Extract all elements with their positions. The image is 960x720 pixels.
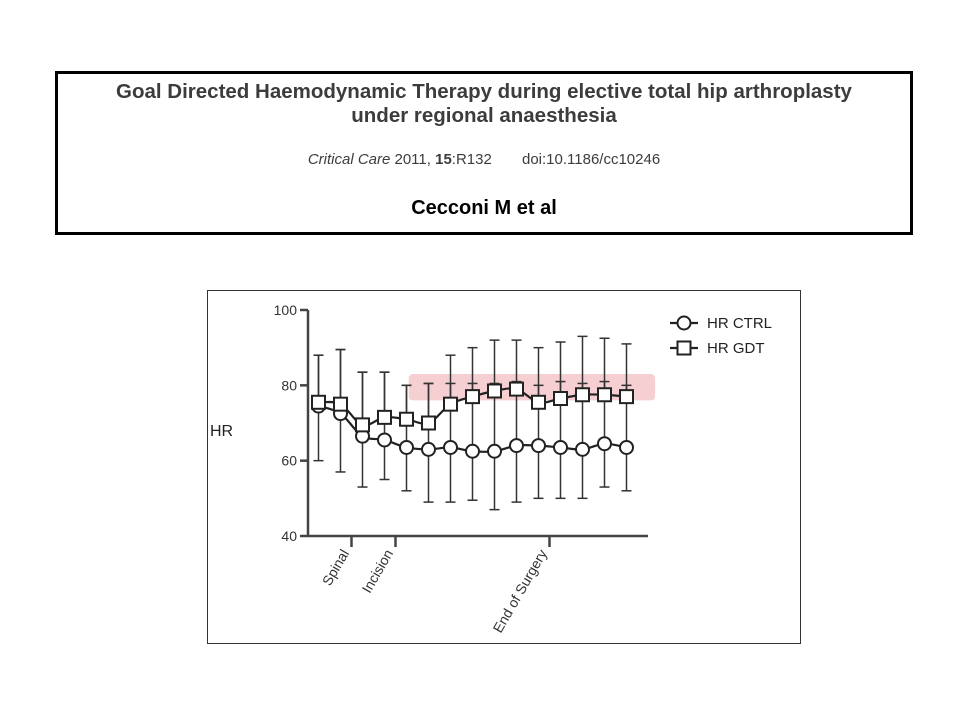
y-tick-label: 80 bbox=[281, 377, 297, 393]
hr-ctrl-point bbox=[531, 438, 546, 454]
paper-title: Goal Directed Haemodynamic Therapy durin… bbox=[58, 80, 910, 128]
hr-gdt-point bbox=[509, 381, 524, 397]
hr-gdt-point bbox=[399, 411, 414, 427]
legend-label: HR GDT bbox=[707, 340, 765, 357]
hr-gdt-point bbox=[465, 389, 480, 405]
hr-gdt-point bbox=[311, 394, 326, 410]
journal-volume: 15 bbox=[435, 151, 452, 168]
journal-year: 2011, bbox=[394, 151, 431, 168]
y-axis-label: HR bbox=[210, 423, 233, 440]
hr-gdt-point bbox=[333, 396, 348, 412]
legend-circle-marker bbox=[676, 315, 692, 331]
hr-ctrl-point bbox=[399, 439, 414, 455]
hr-ctrl-point bbox=[619, 439, 634, 455]
hr-ctrl-point bbox=[597, 436, 612, 452]
legend-label: HR CTRL bbox=[707, 315, 772, 332]
hr-gdt-point bbox=[443, 396, 458, 412]
hr-gdt-point bbox=[377, 409, 392, 425]
hr-gdt-point bbox=[355, 417, 370, 433]
hr-ctrl-point bbox=[487, 443, 502, 459]
hr-gdt-point bbox=[597, 387, 612, 403]
legend-square-marker bbox=[676, 340, 692, 356]
hr-ctrl-point bbox=[465, 443, 480, 459]
y-tick-label: 100 bbox=[274, 302, 298, 318]
hr-gdt-point bbox=[619, 389, 634, 405]
article-number: :R132 bbox=[451, 151, 492, 168]
hr-ctrl-point bbox=[443, 439, 458, 455]
paper-title-line-1: Goal Directed Haemodynamic Therapy durin… bbox=[116, 80, 852, 103]
doi: doi:10.1186/cc10246 bbox=[522, 151, 661, 168]
journal-name: Critical Care bbox=[307, 151, 391, 168]
hr-gdt-point bbox=[487, 383, 502, 399]
hr-ctrl-point bbox=[553, 439, 568, 455]
hr-ctrl-point bbox=[377, 432, 392, 448]
hr-gdt-point bbox=[575, 387, 590, 403]
event-label: Incision bbox=[359, 547, 397, 596]
hr-ctrl-point bbox=[421, 441, 436, 457]
hr-gdt-point bbox=[553, 391, 568, 407]
authors: Cecconi M et al bbox=[411, 197, 557, 219]
hr-chart: 40 60 80 100 HR Spinal Incision End of Surgery H… bbox=[210, 302, 772, 636]
hr-ctrl-point bbox=[509, 438, 524, 454]
citation: Critical Care 2011, 15:R132 doi:10.1186/… bbox=[58, 151, 910, 168]
event-label: End of Surgery bbox=[490, 547, 551, 636]
y-tick-label: 40 bbox=[281, 528, 297, 544]
y-tick-label: 60 bbox=[281, 453, 297, 469]
event-label: Spinal bbox=[319, 547, 352, 589]
hr-gdt-point bbox=[421, 415, 436, 431]
hr-gdt-point bbox=[531, 394, 546, 410]
paper-title-line-2: under regional anaesthesia bbox=[351, 104, 617, 127]
chart-frame: 40 60 80 100 HR Spinal Incision End of Surgery H… bbox=[207, 290, 801, 644]
hr-ctrl-point bbox=[575, 441, 590, 457]
paper-header-box: Goal Directed Haemodynamic Therapy durin… bbox=[55, 71, 913, 235]
